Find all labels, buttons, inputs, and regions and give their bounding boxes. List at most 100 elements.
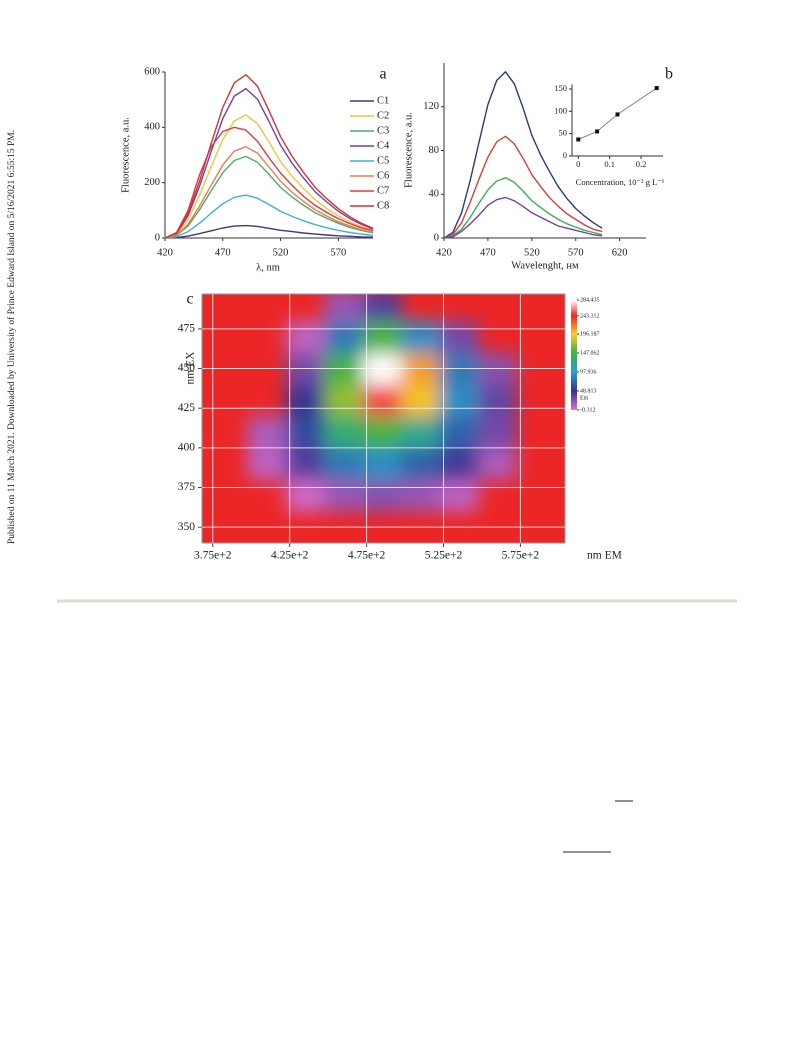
heatmap-cell bbox=[247, 416, 287, 449]
x-tick-label: 5.25e+2 bbox=[425, 550, 463, 562]
x-tick-label: 420 bbox=[157, 247, 173, 258]
heatmap-cell bbox=[439, 447, 479, 481]
y-tick-label: 375 bbox=[178, 481, 196, 493]
heatmap-cell bbox=[362, 479, 402, 512]
series-line bbox=[164, 194, 374, 239]
y-tick-label: 150 bbox=[554, 83, 567, 93]
y-tick-label: 450 bbox=[178, 362, 196, 374]
heatmap bbox=[247, 294, 518, 512]
heatmap-cell bbox=[401, 416, 441, 449]
colorbar-tick-label: 284.435 bbox=[580, 297, 600, 303]
heatmap-cell bbox=[401, 447, 441, 481]
y-axis-label: Fluorescence, a.u. bbox=[120, 117, 131, 193]
plot-frame bbox=[201, 293, 566, 544]
heatmap-cell bbox=[478, 416, 518, 449]
heatmap-cell bbox=[362, 447, 402, 481]
heatmap-cell bbox=[439, 320, 479, 354]
colorbar-tick-label: 196.187 bbox=[580, 331, 600, 337]
legend-label: C7 bbox=[377, 185, 389, 196]
colorbar-tick-label: 243.312 bbox=[580, 313, 600, 319]
colorbar-tick-label: -0.312 bbox=[580, 407, 596, 413]
data-point bbox=[595, 129, 600, 134]
heatmap-cell bbox=[324, 447, 364, 481]
x-tick-label: 5.75e+2 bbox=[502, 550, 540, 562]
legend-label: C8 bbox=[377, 200, 389, 211]
x-tick-label: 620 bbox=[612, 247, 628, 258]
heatmap-cell bbox=[247, 447, 287, 481]
heatmap-cell bbox=[362, 384, 402, 417]
data-point bbox=[654, 86, 659, 91]
x-tick-label: 520 bbox=[273, 247, 289, 258]
colorbar-segment bbox=[571, 353, 577, 373]
heatmap-cell bbox=[362, 320, 402, 354]
series-line bbox=[164, 224, 374, 239]
x-tick-label: 420 bbox=[436, 247, 452, 258]
y-axis-label: nm EX bbox=[185, 351, 197, 385]
heatmap-cell bbox=[285, 416, 325, 449]
y-tick-label: 400 bbox=[144, 122, 160, 133]
y-tick-label: 0 bbox=[563, 150, 567, 160]
series-line bbox=[164, 126, 374, 239]
series-line bbox=[164, 146, 374, 239]
x-tick-label: 470 bbox=[215, 247, 231, 258]
heatmap-cells bbox=[247, 294, 518, 512]
colorbar-label: Em bbox=[580, 395, 589, 401]
legend-label: C4 bbox=[377, 140, 390, 151]
panel-label: a bbox=[379, 66, 386, 83]
colorbar-segment bbox=[571, 315, 577, 335]
x-tick-label: 3.75e+2 bbox=[194, 550, 232, 562]
heatmap-cell bbox=[478, 384, 518, 417]
heatmap-cell bbox=[401, 384, 441, 417]
side-note: Published on 11 March 2021. Downloaded b… bbox=[6, 130, 17, 544]
x-tick-label: 520 bbox=[524, 247, 540, 258]
chart-panel: 420 470 520 570 0 200 400 600 λ, nm Fluorescence,… bbox=[120, 66, 390, 274]
heatmap-cell bbox=[324, 479, 364, 512]
colorbar-segment bbox=[571, 334, 577, 354]
heatmap-cell bbox=[285, 447, 325, 481]
series-line bbox=[164, 114, 374, 239]
x-tick-label: 4.75e+2 bbox=[348, 550, 386, 562]
colorbar-segment bbox=[571, 391, 577, 410]
legend-label: C5 bbox=[377, 155, 389, 166]
x-tick-label: 0.2 bbox=[636, 159, 647, 169]
colorbar-tick-label: 48.813 bbox=[580, 388, 597, 394]
x-axis-label: Wavelenght, нм bbox=[511, 260, 579, 271]
x-axis-label: λ, nm bbox=[256, 262, 280, 273]
y-tick-label: 200 bbox=[144, 177, 160, 188]
x-axis-label: Concentration, 10⁻² g L⁻¹ bbox=[576, 177, 665, 187]
series-line bbox=[443, 135, 603, 239]
heatmap-cell bbox=[285, 320, 325, 354]
legend-label: C3 bbox=[377, 125, 389, 136]
data-point bbox=[576, 137, 581, 142]
chart-panel: 420 470 520 570 620 0 40 80 120 Wavelenght, нм Flu… bbox=[403, 63, 673, 271]
y-tick-label: 40 bbox=[429, 189, 440, 200]
heatmap-cell bbox=[401, 479, 441, 512]
y-tick-label: 350 bbox=[178, 521, 196, 533]
data-point bbox=[615, 112, 620, 117]
series-line bbox=[578, 87, 657, 140]
y-tick-label: 0 bbox=[155, 232, 160, 243]
heatmap-cell bbox=[324, 320, 364, 354]
y-tick-label: 425 bbox=[178, 402, 196, 414]
x-tick-label: 0.1 bbox=[604, 159, 615, 169]
panel-label: c bbox=[186, 291, 193, 308]
x-axis-label: nm EM bbox=[587, 550, 622, 562]
chart-panel: 3.75e+2 4.25e+2 4.75e+2 5.25e+2 5.75e+2 350 37… bbox=[178, 291, 622, 562]
series-line bbox=[164, 155, 374, 239]
y-tick-label: 600 bbox=[144, 66, 160, 77]
legend-label: C2 bbox=[377, 110, 389, 121]
heatmap-cell bbox=[478, 447, 518, 481]
heatmap-cell bbox=[439, 479, 479, 512]
x-tick-label: 570 bbox=[330, 247, 346, 258]
heatmap-cell bbox=[401, 320, 441, 354]
y-tick-label: 0 bbox=[434, 232, 439, 243]
colorbar-tick-label: 147.062 bbox=[580, 350, 600, 356]
series-line bbox=[164, 87, 374, 239]
series-line bbox=[443, 177, 603, 239]
legend-label: C6 bbox=[377, 170, 389, 181]
legend-label: C1 bbox=[377, 95, 389, 106]
y-tick-label: 120 bbox=[423, 101, 439, 112]
series-line bbox=[164, 74, 374, 239]
